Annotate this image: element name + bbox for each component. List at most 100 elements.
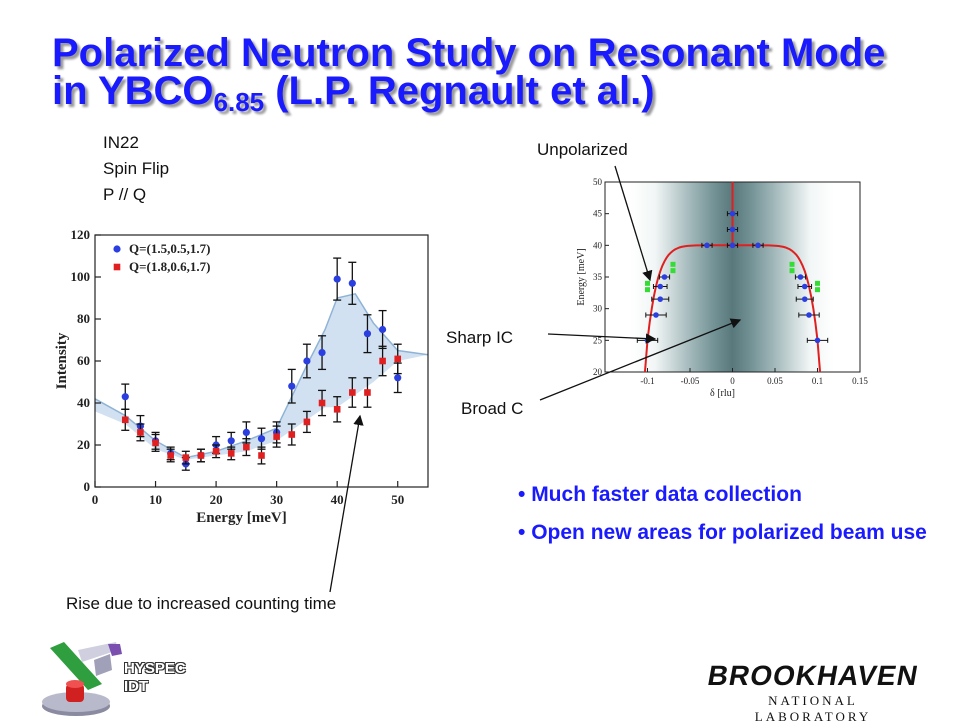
unpolarized-marker [789, 261, 795, 267]
x-tick-label: 40 [331, 492, 344, 507]
data-point [288, 431, 296, 438]
hyspec-logo [42, 642, 122, 716]
title-subscript: 6.85 [213, 87, 265, 117]
bullet-dot: • [518, 521, 532, 544]
data-point [152, 439, 159, 447]
x-tick-label: 10 [149, 492, 162, 507]
info-instrument: IN22 [103, 133, 139, 152]
y-tick-label: 45 [593, 209, 603, 219]
rise-arrow [329, 414, 364, 593]
broad-c-arrow [539, 318, 742, 401]
unpolarized-marker [645, 280, 650, 286]
bullet-list: • Much faster data collection • Open new… [518, 482, 938, 558]
data-point [394, 355, 402, 363]
data-point [121, 393, 129, 401]
y-tick-label: 40 [77, 395, 90, 410]
x-tick-label: 30 [270, 492, 283, 507]
y-tick-label: 60 [77, 353, 90, 368]
legend-label: Q=(1.5,0.5,1.7) [129, 241, 210, 256]
x-tick-label: 0 [92, 492, 99, 507]
bnl-subtitle: NATIONAL LABORATORY [754, 693, 872, 724]
unpolarized-arrow [614, 165, 653, 282]
data-point [729, 226, 736, 233]
data-point [333, 275, 341, 283]
data-point [394, 374, 402, 382]
y-tick-label: 100 [71, 269, 91, 284]
x-tick-label: 20 [210, 492, 223, 507]
fit-curve-left-tail [643, 340, 649, 373]
sharp-ic-arrow [547, 333, 657, 344]
data-point [303, 418, 311, 426]
data-point [657, 296, 664, 302]
legend: Q=(1.5,0.5,1.7) Q=(1.8,0.6,1.7) [113, 241, 210, 274]
info-mode: Spin Flip [103, 159, 170, 178]
bnl-name: BROOKHAVEN [705, 660, 921, 691]
data-point [258, 452, 265, 459]
y-tick-label: 0 [84, 479, 91, 494]
data-point [364, 389, 371, 396]
measurement-info: IN22 Spin Flip P // Q [103, 130, 169, 208]
fit-curve-right-tail [816, 340, 822, 373]
data-point [704, 242, 710, 249]
shaded-difference-band [95, 293, 428, 460]
data-point [349, 389, 356, 396]
annotation-sharp-ic: Sharp IC [446, 328, 514, 347]
unpolarized-marker [670, 268, 676, 274]
data-point [227, 437, 235, 445]
x-tick-label: 0 [730, 376, 735, 386]
data-point [212, 448, 220, 455]
data-point [318, 399, 326, 407]
y-axis-label: Energy [meV] [576, 248, 587, 305]
annotation-rise: Rise due to increased counting time [66, 594, 337, 613]
dispersion-plot: -0.1 -0.05 0 0.05 0.1 0.15 20 25 30 35 40 45 50 δ [rl… [576, 177, 868, 399]
series-red [121, 343, 402, 465]
data-point [243, 443, 250, 451]
data-point [257, 435, 266, 443]
x-axis-label: Energy [meV] [196, 510, 286, 526]
data-point [318, 349, 326, 357]
unpolarized-marker [670, 261, 676, 267]
intensity-energy-plot: 0 10 20 30 40 50 0 20 40 60 80 100 120 Energy [meV] In… [54, 227, 429, 526]
x-tick-label: 0.15 [852, 376, 868, 386]
data-point [653, 312, 659, 318]
data-point [814, 337, 821, 344]
legend-marker [113, 263, 121, 271]
y-tick-label: 80 [77, 311, 90, 326]
unpolarized-marker [815, 287, 820, 293]
legend-marker [113, 245, 121, 253]
data-point [801, 283, 808, 290]
y-tick-label: 20 [77, 437, 90, 452]
unpolarized-marker [789, 268, 795, 274]
data-point [657, 283, 664, 290]
x-tick-label: -0.1 [640, 376, 654, 386]
y-tick-label: 25 [593, 335, 603, 345]
data-point [755, 242, 761, 249]
unpolarized-marker [815, 280, 820, 286]
data-point [333, 406, 341, 413]
bullet-item: • Much faster data collection [518, 483, 802, 506]
data-point [797, 274, 804, 280]
data-point [378, 325, 387, 334]
y-tick-label: 40 [593, 240, 603, 250]
legend-label: Q=(1.8,0.6,1.7) [129, 259, 210, 274]
data-point [227, 450, 235, 457]
slide-title: Polarized Neutron Study on Resonant Mode… [52, 31, 886, 117]
y-tick-label: 35 [593, 272, 603, 282]
x-tick-label: 0.05 [767, 376, 783, 386]
hyspec-text: HYSPEC IDT [124, 660, 186, 695]
bullet-dot: • [518, 483, 532, 506]
data-point [137, 429, 144, 436]
x-axis-label: δ [rlu] [710, 388, 735, 399]
data-point [729, 210, 736, 217]
annotation-broad-c: Broad C [461, 399, 524, 418]
data-point [121, 416, 129, 424]
data-point [729, 242, 736, 249]
y-axis-label: Intensity [54, 332, 70, 389]
data-point [303, 357, 311, 365]
data-point [806, 312, 812, 318]
data-point [182, 454, 190, 461]
y-tick-label: 20 [593, 367, 603, 377]
data-point [273, 433, 280, 440]
data-point [197, 452, 205, 459]
